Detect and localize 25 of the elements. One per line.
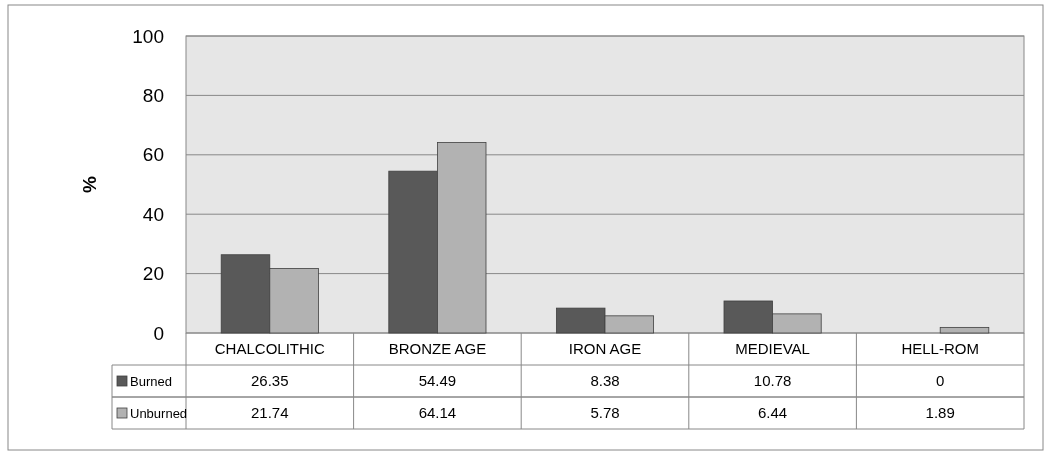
x-tick-label: CHALCOLITHIC <box>214 340 325 358</box>
x-tick-label: HELL-ROM <box>901 340 979 358</box>
data-label: 1.89 <box>925 404 955 422</box>
y-tick-label: 60 <box>142 144 164 166</box>
y-tick-label: 80 <box>142 85 164 107</box>
data-label: 8.38 <box>590 372 620 390</box>
legend-label: Unburned <box>130 405 188 421</box>
x-tick-label: BRONZE AGE <box>388 340 487 358</box>
data-label: 5.78 <box>590 404 620 422</box>
data-label: 26.35 <box>251 372 289 390</box>
data-label: 0 <box>936 372 945 390</box>
x-tick-label: IRON AGE <box>568 340 642 358</box>
y-tick-label: 100 <box>132 25 164 47</box>
data-label: 6.44 <box>758 404 788 422</box>
data-label: 64.14 <box>418 404 457 422</box>
y-tick-label: 0 <box>153 322 164 344</box>
data-label: 21.74 <box>251 404 289 422</box>
legend-label: Burned <box>130 373 172 389</box>
y-tick-label: 20 <box>142 263 164 285</box>
y-axis-title: % <box>79 175 100 193</box>
y-tick-label: 40 <box>142 203 164 225</box>
x-tick-label: MEDIEVAL <box>735 340 810 358</box>
data-label: 10.78 <box>753 372 792 390</box>
bar <box>939 326 990 334</box>
data-label: 54.49 <box>418 372 457 390</box>
